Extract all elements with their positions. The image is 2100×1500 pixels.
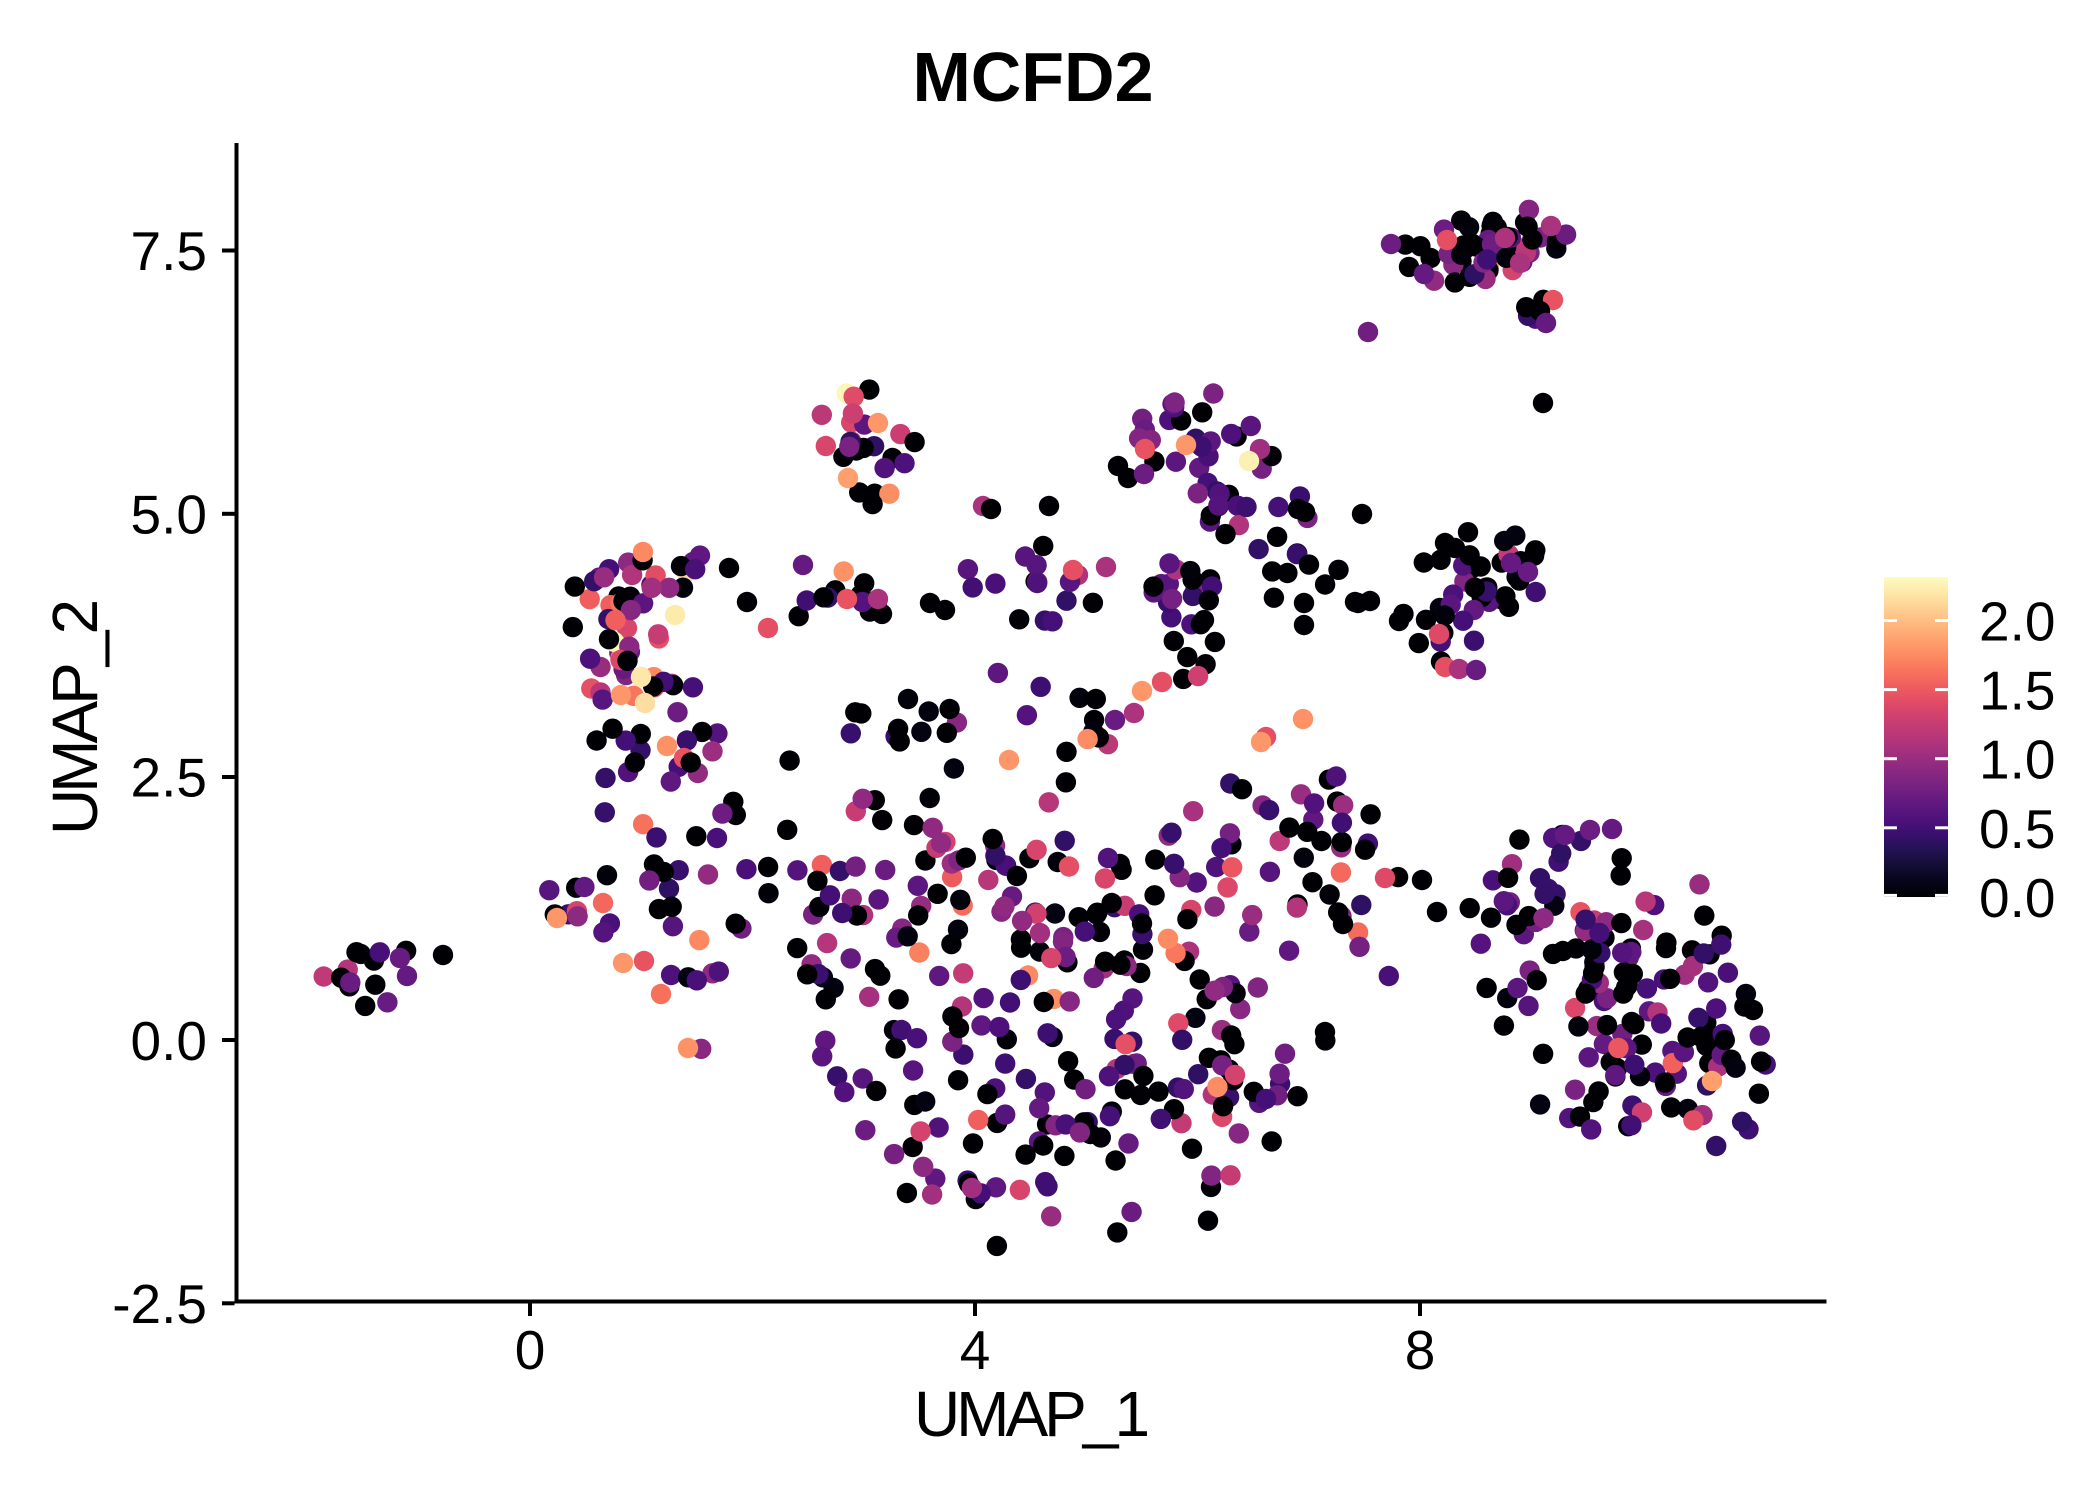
svg-text:0: 0 — [515, 1319, 546, 1381]
svg-text:0.0: 0.0 — [1979, 867, 2055, 929]
svg-text:8: 8 — [1405, 1319, 1436, 1381]
svg-text:2.0: 2.0 — [1979, 591, 2055, 653]
svg-text:5.0: 5.0 — [131, 484, 207, 546]
svg-text:MCFD2: MCFD2 — [912, 38, 1153, 116]
svg-text:7.5: 7.5 — [131, 220, 207, 282]
svg-text:1.5: 1.5 — [1979, 660, 2055, 722]
svg-text:0.5: 0.5 — [1979, 798, 2055, 860]
svg-text:UMAP_2: UMAP_2 — [39, 602, 111, 836]
svg-text:UMAP_1: UMAP_1 — [914, 1378, 1148, 1450]
svg-text:0.0: 0.0 — [131, 1010, 207, 1072]
svg-text:-2.5: -2.5 — [112, 1273, 207, 1335]
svg-text:2.5: 2.5 — [131, 747, 207, 809]
svg-text:1.0: 1.0 — [1979, 729, 2055, 791]
svg-text:4: 4 — [960, 1319, 991, 1381]
